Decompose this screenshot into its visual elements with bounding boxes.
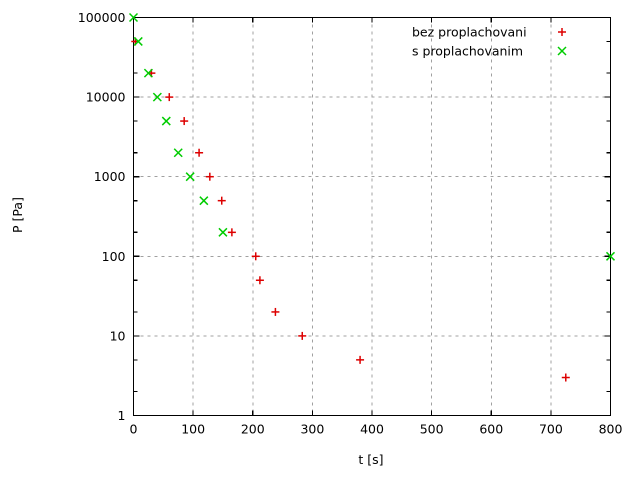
legend-label-0: bez proplachovani [412, 25, 527, 40]
data-point [133, 36, 143, 46]
y-tick-label: 100 [102, 249, 126, 264]
legend-label-1: s proplachovanim [412, 44, 523, 59]
data-point [217, 196, 226, 205]
data-point [298, 331, 307, 340]
y-tick-label: 1000 [94, 169, 126, 184]
x-axis-title: t [s] [358, 452, 383, 467]
y-tick-label: 10 [110, 328, 126, 343]
y-axis-tick-labels: 1 10 100 1000 10000 100000 [78, 10, 126, 423]
x-tick-label: 600 [479, 422, 503, 437]
data-series-layer [128, 12, 616, 382]
x-tick-label: 500 [420, 422, 444, 437]
y-tick-label: 10000 [86, 90, 126, 105]
data-point [128, 12, 139, 23]
data-point [161, 116, 171, 126]
data-point [195, 148, 204, 157]
data-point [605, 251, 616, 261]
data-point [561, 373, 570, 382]
data-point [173, 148, 183, 158]
x-tick-label: 700 [539, 422, 563, 437]
data-point [255, 276, 264, 285]
data-point [356, 355, 365, 364]
series-s-proplachovanim [128, 12, 616, 261]
x-tick-label: 100 [181, 422, 205, 437]
data-point [143, 68, 153, 78]
x-tick-label: 400 [360, 422, 384, 437]
data-point [152, 92, 162, 102]
data-point [165, 93, 174, 102]
data-point [227, 228, 236, 237]
data-point [205, 172, 214, 181]
data-point [185, 172, 195, 182]
data-point [199, 196, 209, 206]
x-tick-label: 0 [130, 422, 138, 437]
legend-marker-plus-icon [558, 28, 566, 36]
y-tick-label: 100000 [78, 10, 126, 25]
x-axis-tick-labels: 0 100 200 300 400 500 600 700 800 [130, 422, 623, 437]
data-point [180, 117, 189, 126]
y-axis-title: P [Pa] [10, 197, 25, 233]
y-tick-label: 1 [118, 408, 126, 423]
plot-border [132, 16, 612, 417]
data-point [251, 252, 260, 261]
x-tick-label: 200 [241, 422, 265, 437]
chart-legend: bez proplachovani s proplachovanim [412, 25, 567, 59]
data-point [218, 227, 228, 237]
data-point [271, 307, 280, 316]
x-tick-label: 800 [599, 422, 623, 437]
x-tick-label: 300 [300, 422, 324, 437]
legend-marker-cross-icon [557, 46, 567, 56]
